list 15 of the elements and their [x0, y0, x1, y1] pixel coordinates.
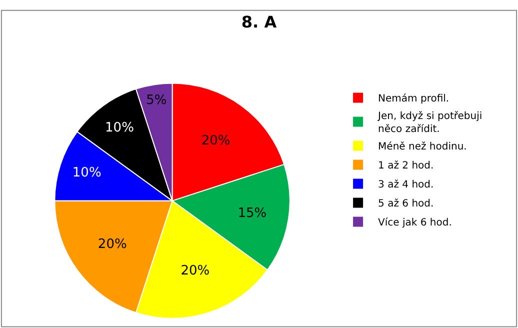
legend-label: Méně než hodinu.: [378, 142, 467, 153]
legend-label: 3 až 4 hod.: [378, 180, 434, 191]
legend-label: 5 až 6 hod.: [378, 198, 434, 210]
legend-label: Jen, když si potřebuji něco zařídit.: [377, 111, 482, 136]
data-label: 10%: [72, 166, 102, 181]
data-label: 20%: [201, 133, 230, 148]
legend-label: Více jak 6 hod.: [378, 218, 452, 229]
chart-title: 8. A: [241, 12, 278, 32]
data-label: 20%: [180, 264, 210, 279]
data-label: 15%: [238, 206, 267, 221]
data-label: 20%: [98, 236, 127, 252]
data-label: 5%: [146, 92, 167, 108]
legend-label: Nemám profil.: [378, 94, 450, 105]
legend-label: 1 až 2 hod.: [378, 160, 434, 172]
data-label: 10%: [105, 120, 134, 136]
